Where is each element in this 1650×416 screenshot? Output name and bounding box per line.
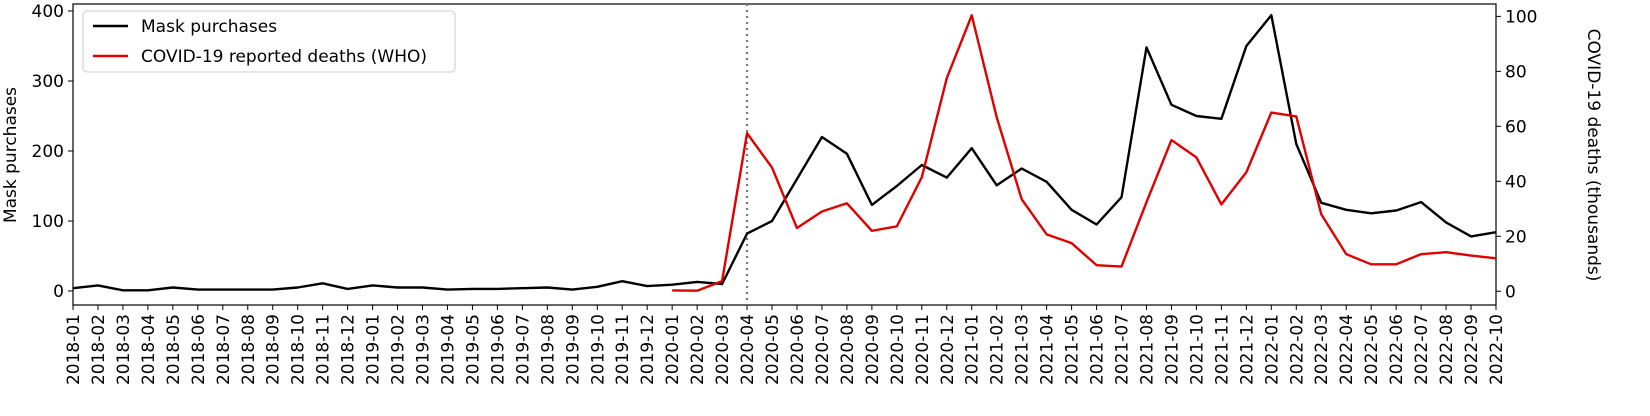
x-tick-label: 2021-08 — [1137, 314, 1157, 385]
x-tick-label: 2020-07 — [813, 314, 833, 385]
x-tick-label: 2020-11 — [913, 314, 933, 385]
y2-tick-label: 0 — [1505, 282, 1516, 302]
y2-tick-label: 80 — [1505, 62, 1527, 82]
y2-tick-label: 20 — [1505, 227, 1527, 247]
x-tick-label: 2018-04 — [139, 314, 159, 385]
y-tick-label: 100 — [32, 212, 64, 232]
x-tick-label: 2020-02 — [688, 314, 708, 385]
x-tick-label: 2018-10 — [289, 314, 309, 385]
x-tick-label: 2022-02 — [1287, 314, 1307, 385]
x-tick-label: 2018-05 — [164, 314, 184, 385]
y-tick-label: 300 — [32, 72, 64, 92]
x-tick-label: 2022-03 — [1312, 314, 1332, 385]
series-line — [672, 14, 1497, 292]
x-tick-label: 2020-10 — [888, 314, 908, 385]
x-tick-label: 2020-09 — [863, 314, 883, 385]
x-tick-label: 2022-08 — [1437, 314, 1457, 385]
y2-tick-label: 100 — [1505, 7, 1537, 27]
x-tick-label: 2021-04 — [1038, 314, 1058, 385]
x-tick-label: 2018-06 — [189, 314, 209, 385]
x-tick-label: 2018-02 — [89, 314, 109, 385]
x-tick-label: 2018-11 — [314, 314, 334, 385]
plot-frame — [72, 3, 1497, 306]
x-tick-label: 2021-01 — [963, 314, 983, 385]
x-tick-label: 2020-04 — [738, 314, 758, 385]
x-tick-label: 2020-05 — [763, 314, 783, 385]
x-tick-label: 2020-03 — [713, 314, 733, 385]
y2-axis-title: COVID-19 deaths (thousands) — [1583, 29, 1603, 282]
x-tick-label: 2018-07 — [214, 314, 234, 385]
y-tick-label: 400 — [32, 2, 64, 22]
x-tick-label: 2019-09 — [563, 314, 583, 385]
x-tick-label: 2020-12 — [938, 314, 958, 385]
x-tick-label: 2018-08 — [239, 314, 259, 385]
x-tick-label: 2021-12 — [1237, 314, 1257, 385]
legend-label: COVID-19 reported deaths (WHO) — [141, 47, 427, 67]
x-tick-label: 2019-04 — [438, 314, 458, 385]
x-tick-label: 2018-03 — [114, 314, 134, 385]
x-tick-label: 2019-11 — [613, 314, 633, 385]
y-axis-title: Mask purchases — [1, 87, 21, 223]
x-tick-label: 2019-08 — [538, 314, 558, 385]
x-tick-label: 2019-03 — [414, 314, 434, 385]
x-tick-label: 2019-05 — [463, 314, 483, 385]
x-tick-label: 2021-07 — [1113, 314, 1133, 385]
x-tick-label: 2019-10 — [588, 314, 608, 385]
x-tick-label: 2021-10 — [1187, 314, 1207, 385]
x-tick-label: 2021-02 — [988, 314, 1008, 385]
x-tick-label: 2019-06 — [488, 314, 508, 385]
y-tick-label: 200 — [32, 142, 64, 162]
x-tick-label: 2022-09 — [1462, 314, 1482, 385]
x-tick-label: 2018-12 — [339, 314, 359, 385]
x-tick-label: 2020-08 — [838, 314, 858, 385]
legend-label: Mask purchases — [141, 17, 277, 37]
legend: Mask purchases COVID-19 reported deaths (… — [82, 10, 456, 73]
x-tick-label: 2021-06 — [1088, 314, 1108, 385]
x-tick-label: 2018-09 — [264, 314, 284, 385]
x-tick-label: 2020-01 — [663, 314, 683, 385]
x-tick-label: 2019-01 — [364, 314, 384, 385]
x-tick-label: 2021-05 — [1063, 314, 1083, 385]
x-tick-label: 2019-02 — [389, 314, 409, 385]
x-tick-label: 2019-12 — [638, 314, 658, 385]
y2-tick-label: 40 — [1505, 172, 1527, 192]
x-tick-label: 2022-06 — [1387, 314, 1407, 385]
x-tick-label: 2022-04 — [1337, 314, 1357, 385]
x-tick-label: 2022-10 — [1487, 314, 1507, 385]
x-tick-label: 2022-07 — [1412, 314, 1432, 385]
x-tick-label: 2021-09 — [1162, 314, 1182, 385]
x-tick-label: 2022-05 — [1362, 314, 1382, 385]
x-tick-label: 2018-01 — [64, 314, 84, 385]
x-tick-label: 2020-06 — [788, 314, 808, 385]
x-tick-label: 2022-01 — [1262, 314, 1282, 385]
y2-tick-label: 60 — [1505, 117, 1527, 137]
x-tick-label: 2021-03 — [1013, 314, 1033, 385]
legend-box — [82, 10, 456, 73]
y-tick-label: 0 — [53, 282, 64, 302]
x-tick-label: 2019-07 — [513, 314, 533, 385]
x-tick-label: 2021-11 — [1212, 314, 1232, 385]
